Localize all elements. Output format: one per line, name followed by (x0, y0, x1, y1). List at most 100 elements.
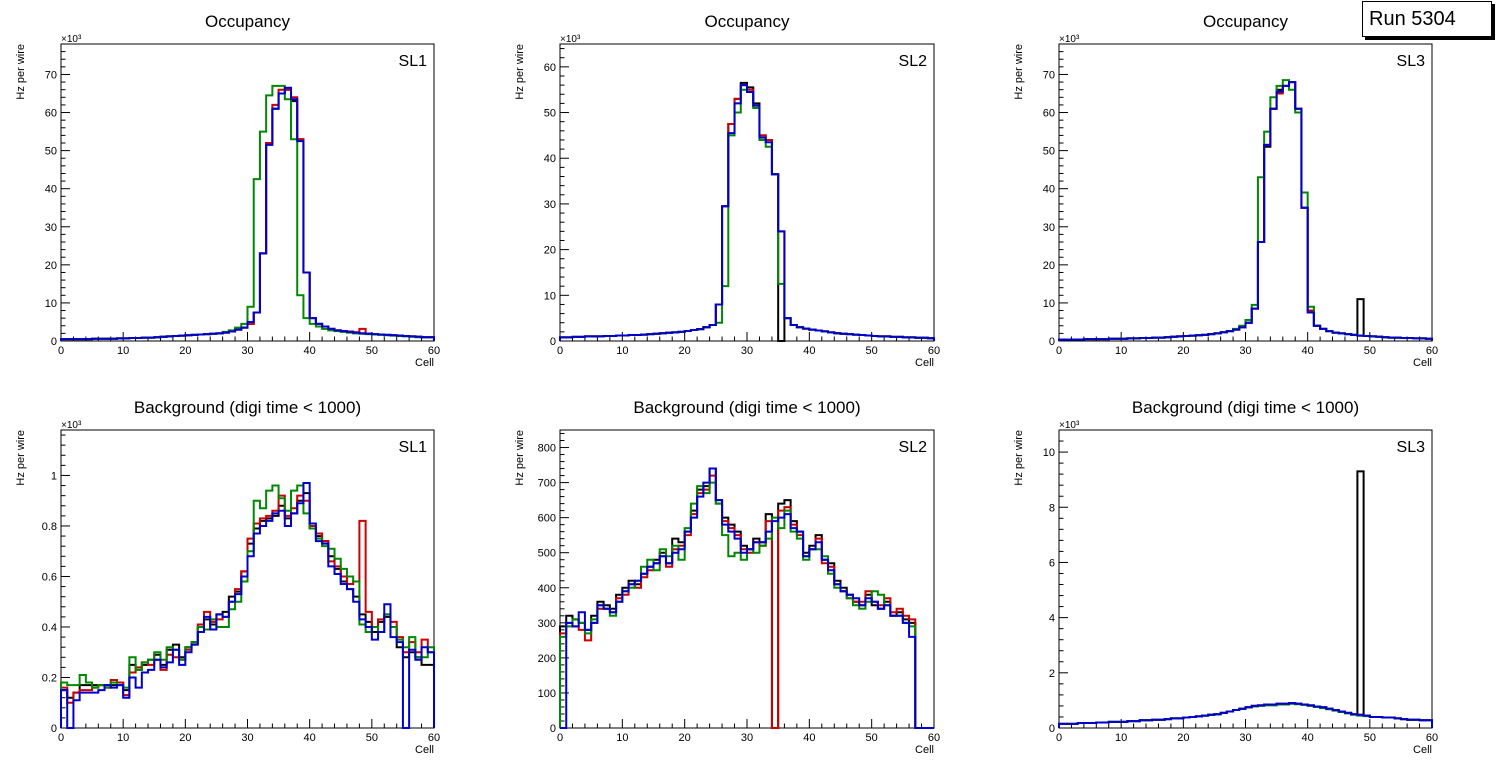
y-tick-label: 60 (1043, 108, 1055, 120)
y-exponent-label: ×10³ (61, 34, 82, 45)
x-axis-label: Cell (915, 744, 934, 756)
sl-label: SL2 (899, 439, 928, 456)
x-tick-label: 10 (616, 345, 628, 357)
x-tick-label: 60 (928, 345, 940, 357)
y-tick-label: 20 (544, 245, 556, 257)
chart-title: Occupancy (205, 12, 291, 31)
plot-frame (1058, 429, 1433, 729)
x-tick-label: 20 (679, 345, 691, 357)
x-tick-label: 20 (179, 345, 191, 357)
y-axis-label: Hz per wire (1013, 44, 1025, 100)
x-tick-label: 0 (58, 345, 64, 357)
x-tick-label: 50 (1364, 345, 1376, 357)
y-exponent-label: ×10³ (61, 420, 82, 431)
y-tick-label: 30 (45, 222, 57, 234)
x-tick-label: 30 (741, 732, 753, 744)
y-axis-label: Hz per wire (15, 44, 27, 100)
x-tick-label: 0 (557, 732, 563, 744)
y-tick-label: 60 (45, 108, 57, 120)
x-tick-label: 40 (1302, 345, 1314, 357)
x-tick-label: 20 (679, 732, 691, 744)
y-axis-label: Hz per wire (514, 430, 526, 486)
x-tick-label: 0 (557, 345, 563, 357)
y-tick-label: 0 (51, 723, 57, 735)
x-tick-label: 60 (1426, 732, 1438, 744)
x-tick-label: 30 (241, 732, 253, 744)
chart-title: Occupancy (1203, 12, 1289, 31)
y-tick-label: 40 (544, 153, 556, 165)
x-tick-label: 30 (241, 345, 253, 357)
y-tick-label: 10 (1043, 298, 1055, 310)
chart-panel-6: Background (digi time < 1000)0 10 20 30 40 50… (1013, 398, 1438, 756)
x-tick-label: 50 (366, 345, 378, 357)
chart-panel-4: Background (digi time < 1000)0 10 20 30 40 50… (15, 398, 440, 756)
y-tick-label: 1 (51, 470, 57, 482)
y-tick-label: 4 (1049, 613, 1055, 625)
histogram-series-blue (560, 467, 934, 729)
run-number-box: Run 5304 (1362, 1, 1492, 37)
histogram-series-black (60, 88, 435, 341)
y-axis-label: Hz per wire (1013, 430, 1025, 486)
chart-title: Background (digi time < 1000) (134, 398, 361, 417)
sl-label: SL3 (1397, 53, 1426, 70)
histogram-series-black (60, 492, 435, 728)
histogram-series-red (60, 494, 435, 728)
y-tick-label: 0.8 (42, 521, 57, 533)
y-exponent-label: ×10³ (1059, 420, 1080, 431)
x-tick-label: 50 (866, 732, 878, 744)
y-tick-label: 0 (1049, 336, 1055, 348)
chart-title: Background (digi time < 1000) (1132, 398, 1359, 417)
y-tick-label: 0 (550, 723, 556, 735)
histogram-series-red (60, 88, 435, 341)
x-tick-label: 30 (1239, 345, 1251, 357)
plot-frame (1058, 43, 1433, 342)
y-tick-label: 2 (1049, 668, 1055, 680)
y-tick-label: 200 (538, 653, 556, 665)
y-tick-label: 400 (538, 583, 556, 595)
x-tick-label: 40 (803, 732, 815, 744)
histogram-series-green (60, 484, 435, 728)
x-tick-label: 20 (1177, 345, 1189, 357)
histogram-series-blue (1058, 81, 1433, 341)
x-tick-label: 20 (179, 732, 191, 744)
histogram-series-blue (1058, 702, 1433, 728)
x-tick-label: 60 (928, 732, 940, 744)
sl-label: SL1 (399, 439, 428, 456)
x-tick-label: 0 (1056, 345, 1062, 357)
x-tick-label: 50 (366, 732, 378, 744)
x-tick-label: 10 (616, 732, 628, 744)
x-tick-label: 40 (304, 732, 316, 744)
x-tick-label: 10 (1115, 732, 1127, 744)
x-tick-label: 50 (1364, 732, 1376, 744)
y-tick-label: 60 (544, 62, 556, 74)
histogram-series-green (60, 84, 435, 341)
y-axis-label: Hz per wire (514, 44, 526, 100)
y-tick-label: 10 (544, 290, 556, 302)
y-tick-label: 40 (45, 184, 57, 196)
y-tick-label: 50 (544, 108, 556, 120)
histogram-series-blue (60, 482, 435, 729)
histogram-series-black (559, 81, 935, 342)
x-tick-label: 0 (58, 732, 64, 744)
y-tick-label: 10 (45, 298, 57, 310)
chart-panel-3: Occupancy 0 10 20 30 40 50 60 0 10 20 30 40 50 60 70 Cel… (1013, 12, 1438, 369)
histogram-series-red (1058, 81, 1433, 341)
y-tick-label: 70 (45, 69, 57, 81)
y-tick-label: 20 (45, 260, 57, 272)
x-tick-label: 40 (304, 345, 316, 357)
x-tick-label: 30 (1239, 732, 1251, 744)
y-tick-label: 40 (1043, 184, 1055, 196)
plot-frame (60, 43, 435, 342)
x-tick-label: 40 (1302, 732, 1314, 744)
x-tick-label: 40 (803, 345, 815, 357)
y-tick-label: 50 (1043, 146, 1055, 158)
y-tick-label: 8 (1049, 502, 1055, 514)
y-tick-label: 20 (1043, 260, 1055, 272)
y-exponent-label: ×10³ (1059, 34, 1080, 45)
x-tick-label: 50 (866, 345, 878, 357)
chart-title: Occupancy (704, 12, 790, 31)
chart-panel-1: Occupancy 0 10 20 30 40 50 60 0 10 20 30 40 50 60 70 Cel… (15, 12, 440, 369)
histogram-series-blue (60, 86, 435, 341)
y-tick-label: 0.4 (42, 622, 57, 634)
